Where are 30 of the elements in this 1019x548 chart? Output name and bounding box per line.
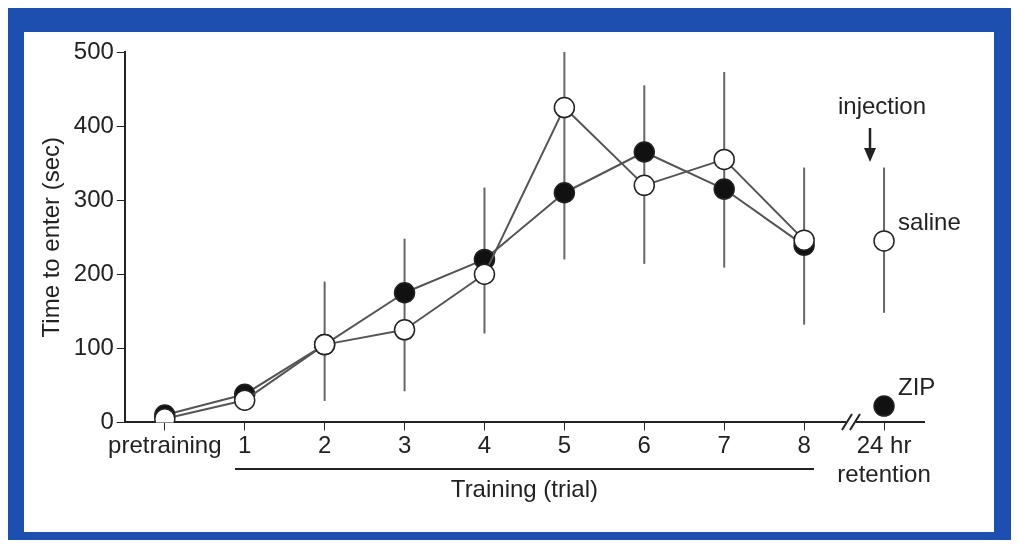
x-axis-title: Training (trial) (450, 475, 598, 503)
point (393, 319, 416, 341)
x-tick-label: 6 (637, 431, 651, 459)
x-tick-label: 5 (557, 431, 572, 459)
point (713, 178, 735, 200)
annotation: injection (838, 91, 927, 119)
y-tick-label: 500 (73, 36, 114, 64)
point (793, 229, 815, 251)
x-tick-label: 3 (397, 431, 412, 459)
point (233, 389, 256, 411)
x-tick-label: 1 (238, 431, 252, 459)
point (473, 263, 496, 285)
point (633, 141, 656, 163)
y-axis-title: Time to enter (sec) (37, 136, 65, 338)
x-tick-label: 4 (477, 431, 492, 459)
point (553, 182, 576, 204)
y-tick-label: 300 (73, 184, 114, 212)
x-tick-label: 2 (317, 431, 332, 459)
x-tick-label: 7 (717, 431, 731, 459)
y-tick-label: 200 (73, 258, 114, 286)
y-tick-label: 100 (73, 332, 114, 360)
series-label: saline (898, 207, 961, 235)
series-label: ZIP (898, 372, 936, 400)
x-tick-label: 8 (797, 431, 811, 459)
point (633, 174, 656, 197)
y-tick-label: 400 (73, 110, 114, 138)
x-tick-label: 24 hr retention (837, 431, 931, 488)
point (713, 148, 735, 171)
point (553, 96, 576, 119)
point (393, 282, 416, 304)
